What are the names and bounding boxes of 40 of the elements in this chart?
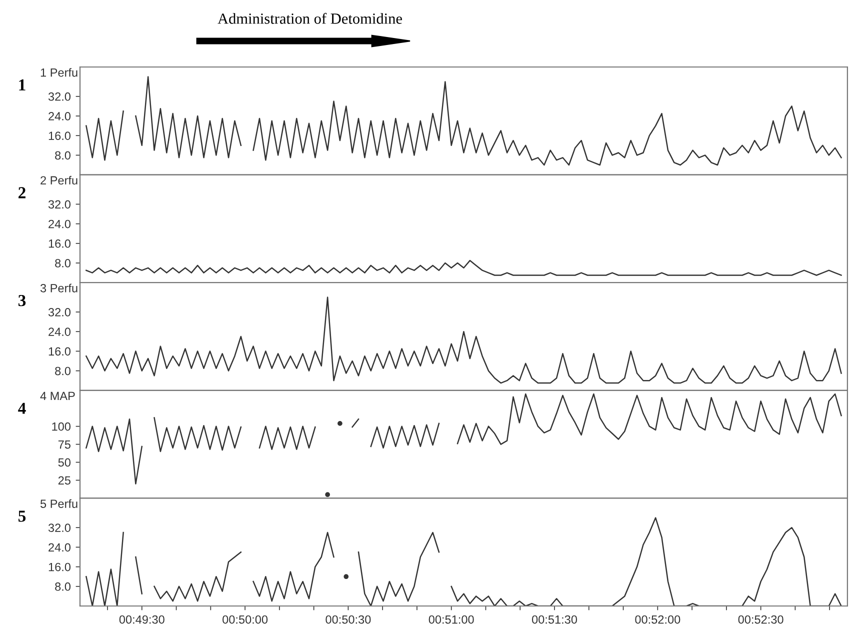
y-axis-title: 5 Perfu <box>40 499 78 508</box>
text: 5 <box>18 510 26 522</box>
y-tick-label: 8.0 <box>55 582 71 591</box>
y-tick-label: 8.0 <box>55 259 71 268</box>
y-axis-title: 4 MAP <box>40 392 75 400</box>
x-tick-label: 00:51:00 <box>428 615 474 624</box>
y-tick-label: 50 <box>58 458 71 467</box>
text: 3 <box>18 294 26 306</box>
y-tick-label: 24.0 <box>48 543 71 552</box>
y-axis-title: 1 Perfu <box>40 68 78 77</box>
y-tick-label: 32.0 <box>48 200 71 209</box>
y-tick-label: 24.0 <box>48 220 71 228</box>
x-tick-label: 00:50:30 <box>326 615 371 624</box>
y-axis-title: 3 Perfu <box>40 284 78 292</box>
y-tick-label: 100 <box>52 422 71 431</box>
y-tick-label: 16.0 <box>48 347 71 356</box>
line-series <box>86 260 842 276</box>
y-axis-title: 2 Perfu <box>40 176 78 185</box>
line-series <box>86 296 842 384</box>
y-tick-label: 8.0 <box>55 151 71 160</box>
y-tick-label: 16.0 <box>48 132 71 140</box>
y-tick-label: 16.0 <box>48 239 71 248</box>
text: 4 <box>18 402 26 414</box>
text: 2 <box>18 187 26 198</box>
y-tick-label: 32.0 <box>48 308 71 316</box>
x-tick-label: 00:51:30 <box>532 615 578 624</box>
y-tick-label: 75 <box>58 440 70 449</box>
x-tick-label: 00:49:30 <box>119 615 164 624</box>
y-tick-label: 24.0 <box>48 328 71 336</box>
x-tick-label: 00:52:30 <box>738 615 784 624</box>
x-tick-label: 00:50:00 <box>222 615 268 624</box>
text: 1 <box>19 79 26 90</box>
y-tick-label: 32.0 <box>48 524 71 532</box>
y-tick-label: 32.0 <box>48 92 71 101</box>
chart-title: Administration of Detomidine <box>218 12 402 24</box>
y-tick-label: 16.0 <box>48 562 71 572</box>
y-tick-label: 25 <box>58 476 70 485</box>
y-tick-label: 8.0 <box>55 366 71 376</box>
x-tick-label: 00:52:00 <box>635 615 680 624</box>
y-tick-label: 24.0 <box>48 112 71 120</box>
